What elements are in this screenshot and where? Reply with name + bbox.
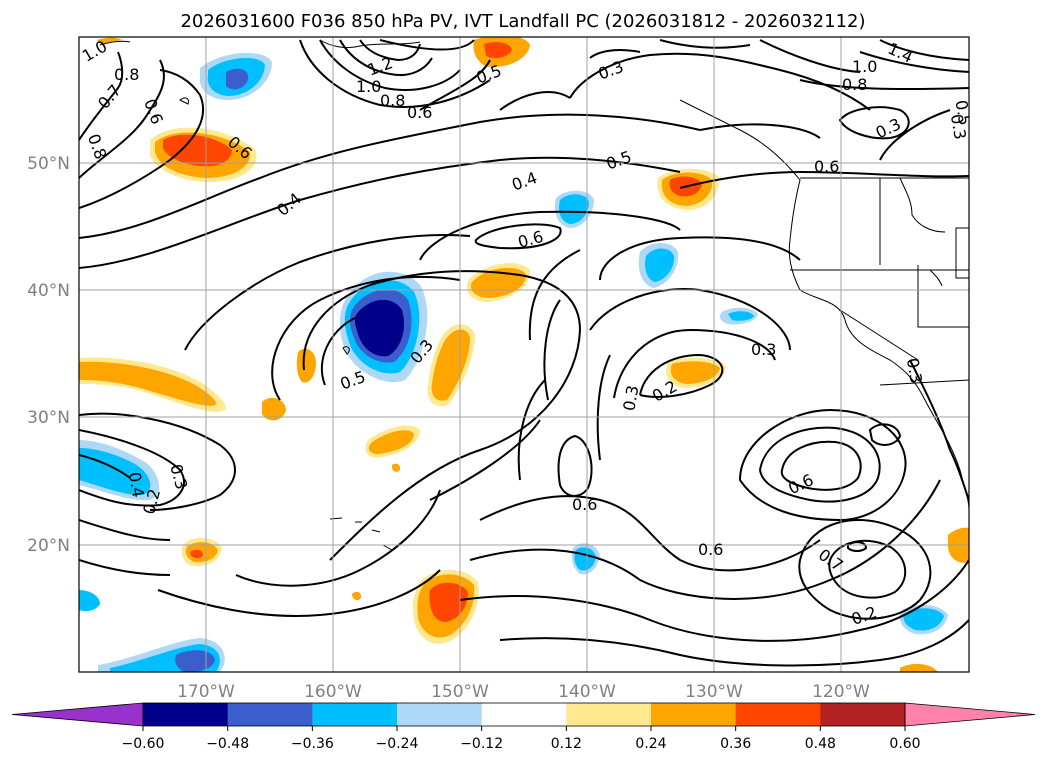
- lon-label: 120°W: [812, 682, 870, 702]
- colorbar-tick-label: 0.24: [635, 736, 666, 752]
- lon-label: 170°W: [177, 682, 235, 702]
- colorbar-swatch: [651, 703, 737, 726]
- colorbar-swatch: [735, 703, 821, 726]
- colorbar-tick-label: 0.60: [889, 736, 920, 752]
- contour-label: 1.0: [356, 77, 381, 96]
- colorbar-swatch: [227, 703, 313, 726]
- contour-label: 0.3: [947, 113, 970, 141]
- lon-label: 160°W: [304, 682, 362, 702]
- colorbar-swatch: [566, 703, 652, 726]
- lon-label: 130°W: [685, 682, 743, 702]
- contour-label: 0.3: [903, 357, 926, 385]
- map-area: 1.0 0.8 0.7 0.6 0.6 0.4 0.4 0.5 0.6 0.5 …: [79, 37, 974, 672]
- contour-label: 0.4: [125, 471, 148, 499]
- colorbar-tick-label: 0.36: [720, 736, 751, 752]
- contour-label: 0.6: [407, 103, 432, 122]
- contour-label: 0.8: [380, 91, 405, 110]
- colorbar: −0.60 −0.48 −0.36 −0.24 −0.12 0.12 0.24 0.36 0.4…: [11, 702, 1036, 752]
- lat-label: 30°N: [27, 408, 70, 428]
- colorbar-tick-label: 0.12: [551, 736, 582, 752]
- contour-label: 0.5: [951, 98, 974, 126]
- colorbar-swatch: [481, 703, 567, 726]
- colorbar-tick-label: −0.24: [376, 736, 419, 752]
- contour-label: 0.6: [814, 157, 839, 176]
- lat-label: 50°N: [27, 154, 70, 174]
- lat-label: 40°N: [27, 281, 70, 301]
- colorbar-frame: [142, 702, 906, 727]
- contour-label: 0.3: [751, 340, 776, 359]
- graticule: [79, 37, 969, 672]
- colorbar-tick-label: −0.48: [206, 736, 249, 752]
- contour-label: 0.3: [619, 384, 642, 412]
- colorbar-swatch: [820, 703, 906, 726]
- longitude-labels: 170°W 160°W 150°W 140°W 130°W 120°W: [177, 682, 870, 702]
- colorbar-tick-label: −0.60: [122, 736, 165, 752]
- contour-label: 0.6: [698, 540, 723, 559]
- contour-label: 1.0: [852, 57, 877, 76]
- contour-label: 0.6: [572, 495, 597, 514]
- colorbar-extend-min: [11, 702, 144, 727]
- colorbar-tick-label: −0.36: [291, 736, 334, 752]
- colorbar-extend-max: [904, 702, 1036, 727]
- colorbar-swatch: [397, 703, 483, 726]
- map-frame: [78, 36, 970, 673]
- lat-label: 20°N: [27, 536, 70, 556]
- colorbar-swatch: [312, 703, 398, 726]
- lon-label: 140°W: [558, 682, 616, 702]
- coastlines: [99, 39, 969, 551]
- colorbar-swatch: [143, 703, 229, 726]
- latitude-labels: 50°N 40°N 30°N 20°N: [27, 154, 70, 556]
- contour-label: 0.8: [842, 75, 867, 94]
- contour-label: 0.8: [114, 65, 139, 84]
- colorbar-tick-label: −0.12: [460, 736, 503, 752]
- lon-label: 150°W: [431, 682, 489, 702]
- map-title: 2026031600 F036 850 hPa PV, IVT Landfall…: [180, 11, 865, 32]
- colorbar-tick-label: 0.48: [805, 736, 836, 752]
